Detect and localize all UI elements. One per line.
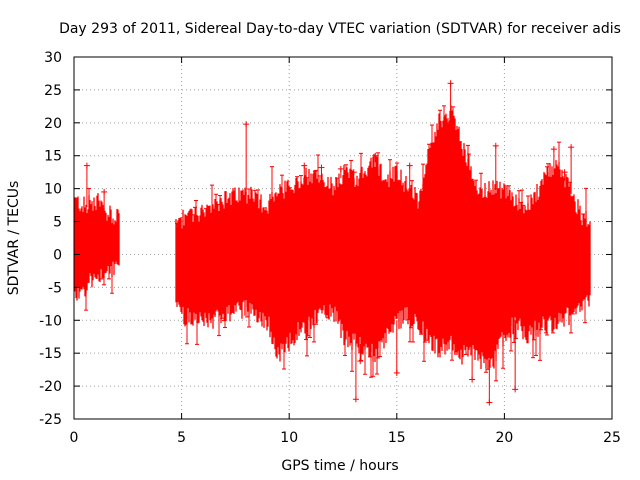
x-tick-label: 15 <box>388 430 406 446</box>
x-axis-label: GPS time / hours <box>281 458 398 474</box>
x-tick-label: 20 <box>495 430 513 446</box>
y-tick-label: -20 <box>39 379 62 395</box>
x-tick-label: 5 <box>177 430 186 446</box>
plot-frame <box>73 56 613 420</box>
y-tick-label: 20 <box>44 116 62 132</box>
x-tick-label: 0 <box>70 430 79 446</box>
x-tick-label: 10 <box>280 430 298 446</box>
x-tick-label: 25 <box>603 430 621 446</box>
y-tick-label: -5 <box>48 280 62 296</box>
y-axis-label: SDTVAR / TECUs <box>6 181 22 296</box>
y-tick-label: 15 <box>44 149 62 165</box>
y-tick-label: 5 <box>53 215 62 231</box>
y-tick-label: 30 <box>44 50 62 66</box>
chart-title: Day 293 of 2011, Sidereal Day-to-day VTE… <box>59 21 621 37</box>
plot-data <box>74 80 591 406</box>
y-tick-label: 0 <box>53 247 62 263</box>
y-tick-label: 10 <box>44 182 62 198</box>
y-tick-label: -10 <box>39 313 62 329</box>
y-tick-label: 25 <box>44 83 62 99</box>
ticks: 0 5 10 15 20 25 -25 -20 -15 -10 -5 0 5 10 15 20 25 30 <box>39 50 621 446</box>
y-tick-label: -25 <box>39 412 62 428</box>
y-tick-label: -15 <box>39 346 62 362</box>
